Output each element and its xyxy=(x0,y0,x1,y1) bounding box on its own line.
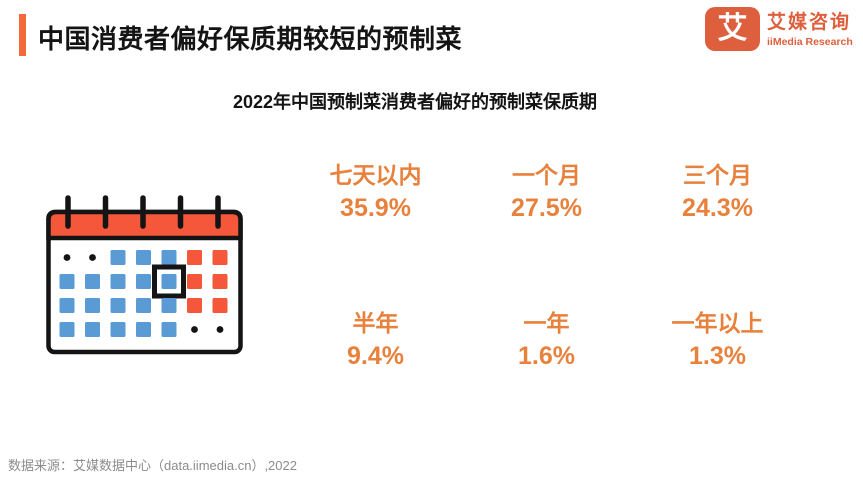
stat-grid: 七天以内 35.9% 一个月 27.5% 三个月 24.3% 半年 9.4% 一… xyxy=(290,160,803,372)
stat-label: 七天以内 xyxy=(329,162,422,188)
stat-label: 一年以上 xyxy=(671,310,764,336)
title-accent-bar xyxy=(19,14,26,56)
stat-one-month: 一个月 27.5% xyxy=(461,160,632,224)
stat-one-year: 一年 1.6% xyxy=(461,308,632,372)
page-title: 中国消费者偏好保质期较短的预制菜 xyxy=(38,24,463,54)
data-source-note: 数据来源：艾媒数据中心（data.iimedia.cn）,2022 xyxy=(8,458,297,473)
calendar-icon xyxy=(46,195,243,355)
iimedia-logo-icon: 艾 xyxy=(705,7,760,51)
stat-value: 27.5% xyxy=(511,194,582,222)
stat-three-months: 三个月 24.3% xyxy=(632,160,803,224)
stat-seven-days: 七天以内 35.9% xyxy=(290,160,461,224)
stat-value: 35.9% xyxy=(340,194,411,222)
logo-name-en: iiMedia Research xyxy=(767,36,853,48)
stat-over-one-year: 一年以上 1.3% xyxy=(632,308,803,372)
stat-value: 1.3% xyxy=(689,342,746,370)
iimedia-logo: 艾 艾媒咨询 iiMedia Research xyxy=(705,7,853,51)
stat-half-year: 半年 9.4% xyxy=(290,308,461,372)
chart-title: 2022年中国预制菜消费者偏好的预制菜保质期 xyxy=(232,92,598,112)
stat-row-2: 半年 9.4% 一年 1.6% 一年以上 1.3% xyxy=(290,308,803,372)
stat-label: 半年 xyxy=(352,310,399,336)
stat-label: 三个月 xyxy=(683,162,752,188)
stat-label: 一个月 xyxy=(512,162,581,188)
stat-value: 9.4% xyxy=(347,342,404,370)
calendar-binder-pins xyxy=(65,195,221,229)
logo-name-cn: 艾媒咨询 xyxy=(767,12,852,33)
iimedia-logo-text: 艾媒咨询 iiMedia Research xyxy=(767,7,853,48)
stat-row-1: 七天以内 35.9% 一个月 27.5% 三个月 24.3% xyxy=(290,160,803,224)
calendar-icon-grid xyxy=(59,250,228,337)
stat-value: 24.3% xyxy=(682,194,753,222)
stat-label: 一年 xyxy=(523,310,570,336)
stat-value: 1.6% xyxy=(518,342,575,370)
